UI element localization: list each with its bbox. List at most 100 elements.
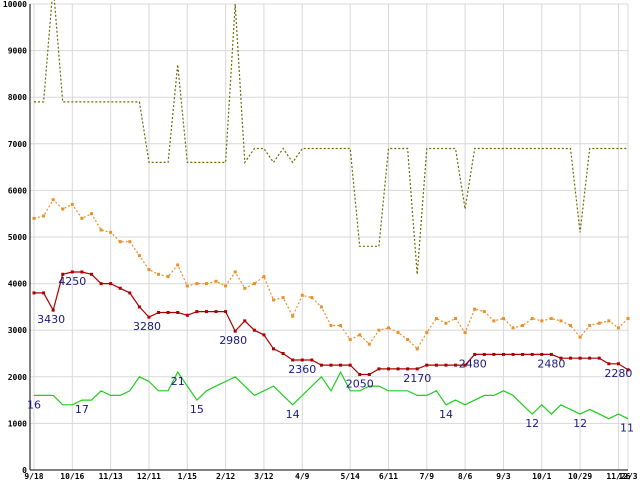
data-label: 14 — [439, 408, 453, 421]
series-1-point — [454, 317, 458, 321]
series-1-point — [473, 307, 477, 311]
series-2-point — [386, 367, 390, 371]
series-2-point — [463, 363, 467, 367]
series-1-point — [291, 314, 295, 318]
series-1-point — [147, 268, 151, 272]
series-2-point — [99, 282, 103, 286]
series-2-point — [42, 291, 46, 295]
series-1-point — [425, 331, 429, 335]
series-1-point — [185, 284, 189, 288]
series-1-point — [578, 335, 582, 339]
y-tick-label: 0 — [22, 466, 27, 475]
data-label: 11 — [620, 422, 634, 435]
series-3-line — [34, 370, 629, 420]
series-1-point — [386, 326, 390, 330]
series-2-point — [549, 352, 553, 356]
x-tick-label: 12/3 — [618, 472, 637, 480]
series-2-point — [473, 352, 477, 356]
series-1-point — [252, 282, 256, 286]
series-2-point — [319, 363, 323, 367]
x-tick-label: 6/11 — [379, 472, 398, 480]
series-1-point — [540, 319, 544, 323]
series-group — [32, 0, 630, 420]
series-2-point — [559, 356, 563, 360]
series-2-point — [377, 367, 381, 371]
y-tick-label: 8000 — [8, 93, 27, 102]
series-1-point — [415, 347, 419, 351]
series-1-point — [406, 338, 410, 342]
series-1-point — [70, 202, 74, 206]
series-1-point — [482, 310, 486, 314]
series-1-point — [329, 324, 333, 328]
series-1-point — [367, 342, 371, 346]
series-2-point — [501, 352, 505, 356]
series-1-point — [530, 317, 534, 321]
series-1-point — [224, 284, 228, 288]
x-tick-label: 8/6 — [458, 472, 473, 480]
y-tick-label: 5000 — [8, 233, 27, 242]
x-tick-label: 4/9 — [295, 472, 310, 480]
series-2-point — [214, 310, 218, 314]
series-2-point — [569, 356, 573, 360]
series-1-point — [597, 321, 601, 325]
x-tick-label: 10/16 — [60, 472, 84, 480]
series-1-point — [128, 240, 132, 244]
series-1-point — [32, 216, 36, 220]
x-tick-label: 10/1 — [532, 472, 551, 480]
data-label: 15 — [190, 403, 204, 416]
grid — [30, 3, 629, 471]
series-2-point — [243, 319, 247, 323]
series-2-point — [329, 363, 333, 367]
data-label: 2280 — [604, 367, 632, 380]
data-label: 21 — [171, 375, 185, 388]
series-1-point — [42, 214, 46, 218]
series-2-point — [310, 358, 314, 362]
data-label: 2360 — [288, 363, 316, 376]
series-2-point — [70, 270, 74, 274]
series-2-point — [348, 363, 352, 367]
series-1-point — [348, 338, 352, 342]
series-1-point — [262, 275, 266, 279]
series-2-point — [147, 315, 151, 319]
series-2-point — [578, 356, 582, 360]
series-2-point — [530, 352, 534, 356]
series-1-point — [166, 275, 170, 279]
series-2-point — [454, 363, 458, 367]
series-1-point — [99, 228, 103, 232]
series-1-point — [569, 324, 573, 328]
tick-labels: 0 1000 2000 3000 4000 5000 6000 7000 8000 9000 100… — [3, 0, 638, 480]
series-1-point — [434, 317, 438, 321]
x-tick-label: 9/18 — [24, 472, 43, 480]
series-1-point — [358, 333, 362, 337]
series-2-point — [233, 329, 237, 333]
series-1-point — [521, 324, 525, 328]
series-2-point — [367, 372, 371, 376]
series-2-point — [358, 372, 362, 376]
data-label: 2980 — [219, 334, 247, 347]
y-tick-label: 2000 — [8, 373, 27, 382]
series-1-point — [176, 263, 180, 267]
series-2-point — [521, 352, 525, 356]
series-1-point — [607, 319, 611, 323]
series-1-point — [501, 317, 505, 321]
series-1-point — [588, 324, 592, 328]
data-label: 2170 — [403, 372, 431, 385]
series-2-point — [262, 333, 266, 337]
series-2-point — [128, 291, 132, 295]
data-label: 2480 — [537, 357, 565, 370]
series-1-point — [463, 331, 467, 335]
x-tick-label: 11/13 — [99, 472, 123, 480]
series-1-point — [137, 254, 141, 258]
y-tick-label: 3000 — [8, 326, 27, 335]
series-2-point — [444, 363, 448, 367]
data-label: 2480 — [459, 357, 487, 370]
series-1-point — [204, 282, 208, 286]
series-0-line — [34, 0, 628, 275]
series-2-point — [272, 347, 276, 351]
x-tick-label: 3/12 — [254, 472, 273, 480]
series-1-point — [51, 198, 55, 202]
x-tick-label: 9/3 — [496, 472, 511, 480]
series-1-point — [109, 230, 113, 234]
series-1-point — [559, 319, 563, 323]
